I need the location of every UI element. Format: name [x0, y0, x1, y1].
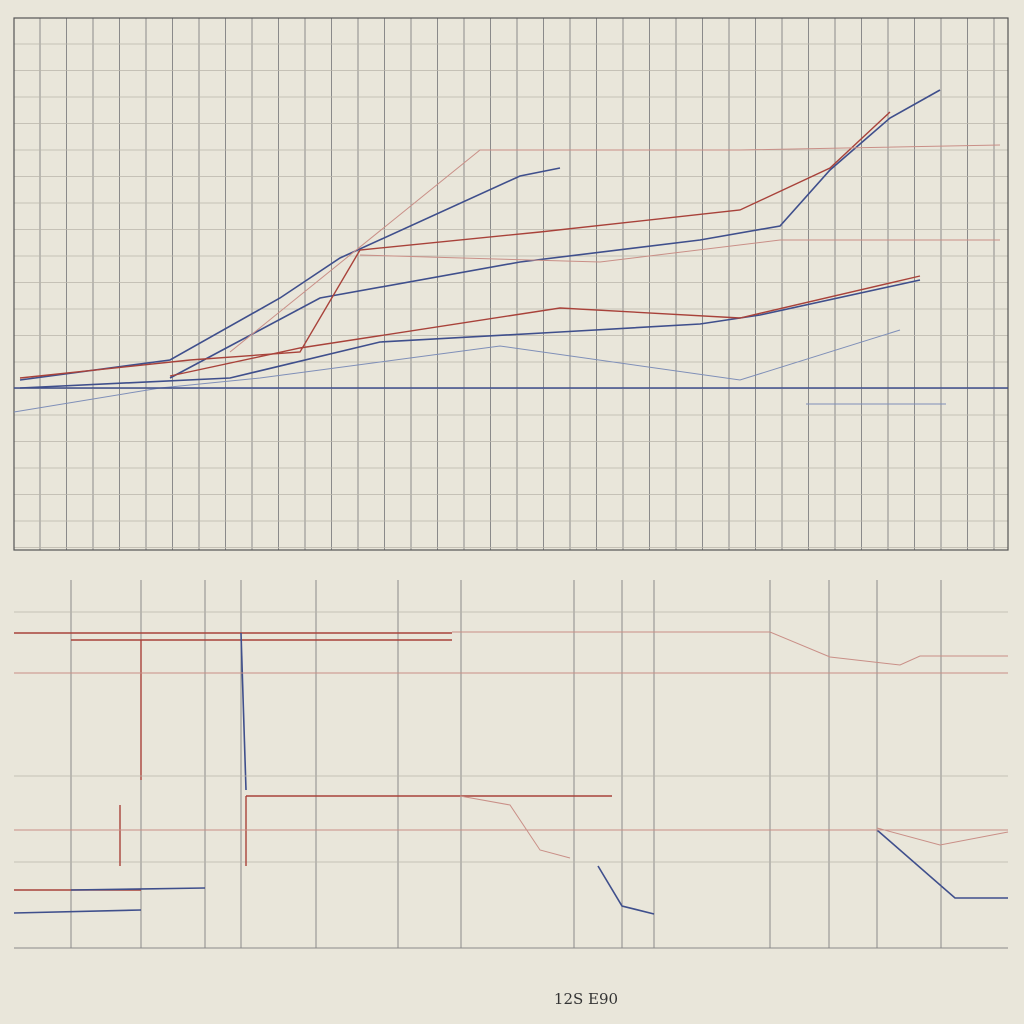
- line: [597, 865, 655, 915]
- line: [19, 111, 891, 379]
- top-lines: [13, 89, 1008, 413]
- line: [459, 795, 571, 859]
- line: [19, 279, 921, 389]
- line: [876, 827, 1009, 846]
- caption: 12S E90: [554, 990, 618, 1008]
- line: [169, 275, 921, 377]
- line: [19, 167, 561, 381]
- line: [70, 887, 206, 891]
- line: [240, 632, 247, 791]
- line: [13, 909, 142, 914]
- line: [876, 829, 1008, 899]
- line: [13, 329, 901, 413]
- bottom-grid: [14, 580, 1008, 948]
- top-frame: [13, 17, 1009, 551]
- line: [229, 144, 1001, 353]
- line: [452, 631, 1008, 666]
- bottom-lines: [13, 631, 1009, 915]
- line: [359, 239, 1000, 263]
- line: [169, 89, 941, 379]
